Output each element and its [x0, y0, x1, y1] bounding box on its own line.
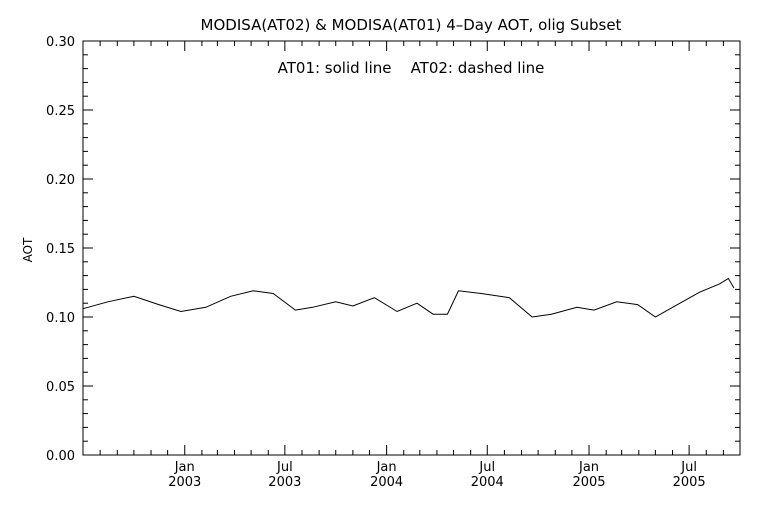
- x-tick-year-label: 2003: [168, 475, 201, 490]
- series-layer: [82, 277, 735, 318]
- y-tick-label: 0.10: [46, 311, 75, 326]
- x-tick-year-label: 2005: [673, 475, 706, 490]
- x-tick-year-label: 2005: [572, 475, 605, 490]
- x-tick-year-label: 2004: [471, 475, 504, 490]
- x-tick-month-label: Jul: [478, 460, 495, 475]
- plot-frame: [82, 40, 741, 456]
- x-tick-month-label: Jul: [276, 460, 293, 475]
- series-line-solid: [82, 277, 735, 318]
- y-tick-label: 0.25: [46, 104, 75, 119]
- y-tick-label: 0.30: [46, 35, 75, 50]
- y-tick-label: 0.05: [46, 380, 75, 395]
- y-tick-label: 0.15: [46, 242, 75, 257]
- x-tick-month-label: Jan: [376, 460, 397, 475]
- y-axis-label: AOT: [21, 237, 35, 262]
- y-axis: 0.00 0.05 0.10 0.15 0.20 0.25 0.30: [46, 35, 740, 464]
- x-axis: Jan2003Jul2003Jan2004Jul2004Jan2005Jul20…: [82, 41, 741, 490]
- x-tick-month-label: Jan: [174, 460, 195, 475]
- x-tick-year-label: 2004: [370, 475, 403, 490]
- y-tick-label: 0.00: [46, 449, 75, 464]
- x-tick-month-label: Jul: [680, 460, 697, 475]
- chart-annotation: AT01: solid line AT02: dashed line: [278, 59, 545, 77]
- y-tick-label: 0.20: [46, 173, 75, 188]
- chart-title: MODISA(AT02) & MODISA(AT01) 4–Day AOT, o…: [201, 16, 622, 34]
- x-tick-month-label: Jan: [578, 460, 599, 475]
- x-tick-year-label: 2003: [268, 475, 301, 490]
